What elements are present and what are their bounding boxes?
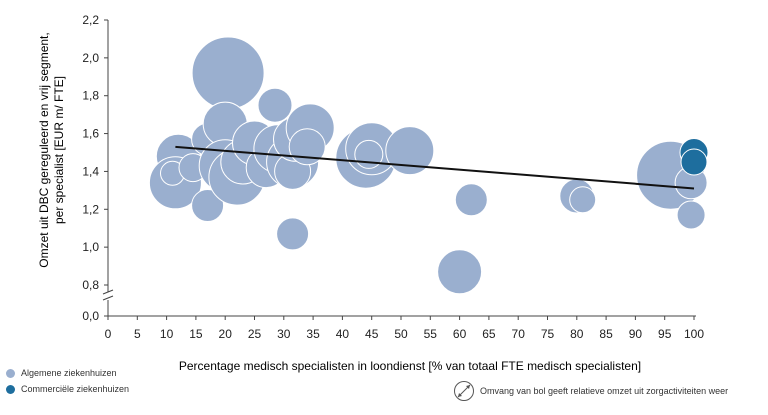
y-tick-label-5: 1,6 bbox=[82, 127, 99, 141]
x-tick-label-1: 5 bbox=[134, 327, 141, 341]
y-tick-label-2: 1,0 bbox=[82, 240, 99, 254]
bubble-size-note: Omvang van bol geeft relatieve omzet uit… bbox=[453, 380, 728, 402]
bubble-algemene-23 bbox=[354, 139, 384, 169]
bubble-size-icon bbox=[454, 381, 474, 401]
bubble-algemene-6 bbox=[191, 189, 225, 222]
y-tick-label-1: 0,8 bbox=[82, 278, 99, 292]
bubble-commerciele-1 bbox=[680, 148, 708, 176]
x-tick-label-17: 85 bbox=[599, 327, 613, 341]
bubble-algemene-25 bbox=[437, 249, 483, 295]
y-tick-label-0: 0,0 bbox=[82, 309, 99, 323]
y-tick-label-6: 1,8 bbox=[82, 89, 99, 103]
bubble-algemene-26 bbox=[454, 183, 488, 217]
x-tick-label-9: 45 bbox=[365, 327, 379, 341]
x-tick-label-13: 65 bbox=[482, 327, 496, 341]
axes: 0,0 0,8 1,0 1,2 1,4 1,6 1,8 2,0 2,2 0 5 10 15 20 25 30 3… bbox=[82, 13, 704, 341]
x-tick-label-2: 10 bbox=[160, 327, 174, 341]
x-tick-label-10: 50 bbox=[394, 327, 408, 341]
bubble-algemene-24 bbox=[385, 126, 435, 176]
y-axis-label-line-0: Omzet uit DBC gereguleerd en vrij segmen… bbox=[37, 32, 51, 267]
axis-break-mark-1 bbox=[102, 289, 114, 295]
x-tick-label-5: 25 bbox=[248, 327, 262, 341]
bubble-size-note-text: Omvang van bol geeft relatieve omzet uit… bbox=[480, 386, 729, 396]
x-axis-label: Percentage medisch specialisten in loond… bbox=[179, 359, 641, 373]
x-tick-label-11: 55 bbox=[424, 327, 438, 341]
x-tick-label-3: 15 bbox=[189, 327, 203, 341]
y-axis-label-line-1: per specialist [EUR m/ FTE] bbox=[52, 76, 66, 224]
x-tick-label-15: 75 bbox=[541, 327, 555, 341]
legend-label-commerciele: Commerciële ziekenhuizen bbox=[21, 384, 130, 394]
y-tick-label-8: 2,2 bbox=[82, 13, 99, 27]
bubbles-layer bbox=[148, 36, 709, 295]
x-tick-label-14: 70 bbox=[512, 327, 526, 341]
x-tick-label-0: 0 bbox=[105, 327, 112, 341]
x-tick-label-7: 35 bbox=[306, 327, 320, 341]
x-tick-label-6: 30 bbox=[277, 327, 291, 341]
bubble-algemene-13 bbox=[257, 87, 293, 123]
x-tick-label-19: 95 bbox=[658, 327, 672, 341]
bubble-algemene-28 bbox=[569, 186, 597, 214]
bubble-algemene-0 bbox=[191, 36, 265, 110]
y-tick-label-7: 2,0 bbox=[82, 51, 99, 65]
y-axis-label: Omzet uit DBC gereguleerd en vrij segmen… bbox=[37, 32, 66, 267]
x-tick-label-16: 80 bbox=[570, 327, 584, 341]
x-tick-label-20: 100 bbox=[684, 327, 704, 341]
x-tick-label-12: 60 bbox=[453, 327, 467, 341]
y-tick-label-4: 1,4 bbox=[82, 164, 99, 178]
legend-swatch-commerciele bbox=[6, 384, 15, 394]
legend-item-commerciele: Commerciële ziekenhuizen bbox=[6, 384, 129, 394]
x-tick-label-4: 20 bbox=[219, 327, 233, 341]
legend-label-algemene: Algemene ziekenhuizen bbox=[21, 368, 117, 378]
x-tick-label-18: 90 bbox=[629, 327, 643, 341]
y-tick-label-3: 1,2 bbox=[82, 202, 99, 216]
bubble-algemene-31 bbox=[676, 200, 706, 230]
legend-swatch-algemene bbox=[6, 368, 15, 378]
x-tick-label-8: 40 bbox=[336, 327, 350, 341]
axis-break-mark-2 bbox=[102, 295, 114, 301]
legend-item-algemene: Algemene ziekenhuizen bbox=[6, 368, 117, 378]
bubble-algemene-18 bbox=[276, 217, 310, 251]
trend-line bbox=[175, 145, 695, 190]
